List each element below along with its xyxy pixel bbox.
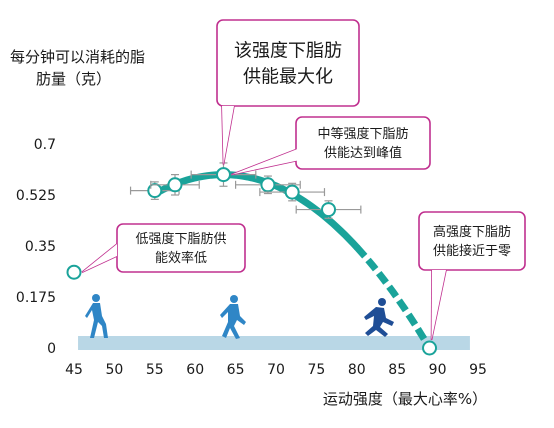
x-tick-label: 90 xyxy=(429,362,447,378)
point-marker xyxy=(284,184,300,200)
x-axis-ticks: 45 50 55 60 65 70 75 80 85 90 95 xyxy=(65,362,487,378)
fat-oxidation-curve xyxy=(151,171,433,350)
callout-box xyxy=(216,19,360,107)
y-tick-label: 0.7 xyxy=(34,137,56,153)
data-point xyxy=(235,175,301,195)
y-tick-label: 0.35 xyxy=(25,239,56,255)
y-axis-title-line1: 每分钟可以消耗的脂 xyxy=(10,48,145,66)
point-marker xyxy=(321,202,337,218)
callouts: 该强度下脂肪供能最大化中等强度下脂肪供能达到峰值低强度下脂肪供能效率低高强度下脂… xyxy=(81,19,526,341)
callout-text: 能效率低 xyxy=(155,250,207,266)
x-tick-label: 60 xyxy=(186,362,204,378)
data-point xyxy=(150,174,200,196)
x-tick-label: 75 xyxy=(307,362,325,378)
point-marker xyxy=(215,167,231,183)
running-person-icon xyxy=(364,298,394,337)
y-axis-title-line2: 肪量（克） xyxy=(36,70,111,88)
point-marker xyxy=(260,177,276,193)
x-tick-label: 65 xyxy=(227,362,245,378)
y-tick-label: 0 xyxy=(47,341,56,357)
endpoint-marker xyxy=(66,264,82,280)
callout-text: 中等强度下脂肪 xyxy=(317,126,408,142)
ground-band xyxy=(78,336,470,350)
callout-pointer-fill xyxy=(431,270,446,340)
callout-text: 低强度下脂肪供 xyxy=(135,231,226,247)
callout-text: 高强度下脂肪 xyxy=(433,224,511,240)
x-tick-label: 80 xyxy=(348,362,366,378)
x-tick-label: 70 xyxy=(267,362,285,378)
callout-pointer-fill xyxy=(82,244,117,273)
callout-text: 供能最大化 xyxy=(243,66,333,87)
x-tick-label: 85 xyxy=(388,362,406,378)
callout-text: 供能接近于零 xyxy=(433,243,511,259)
data-point xyxy=(190,162,257,187)
jogging-person-icon xyxy=(220,295,246,339)
x-axis-title: 运动强度（最大心率%） xyxy=(323,390,487,408)
callout-pointer-fill xyxy=(231,148,300,175)
x-tick-label: 45 xyxy=(65,362,83,378)
callout-pointer-fill xyxy=(222,106,234,165)
point-marker xyxy=(147,183,163,199)
point-marker xyxy=(167,177,183,193)
callout-box xyxy=(418,211,526,271)
walking-person-icon xyxy=(85,294,108,338)
curve-solid-segment xyxy=(151,171,361,251)
x-tick-label: 50 xyxy=(105,362,123,378)
callout-box xyxy=(295,116,431,170)
data-points xyxy=(66,162,438,356)
curve-dashed-segment xyxy=(354,244,433,350)
x-tick-label: 95 xyxy=(469,362,487,378)
endpoint-marker xyxy=(422,340,438,356)
callout-text: 该强度下脂肪 xyxy=(234,40,342,61)
data-point xyxy=(295,200,362,219)
y-tick-label: 0.525 xyxy=(16,188,56,204)
y-tick-label: 0.175 xyxy=(16,290,56,306)
x-tick-label: 55 xyxy=(146,362,164,378)
callout-text: 供能达到峰值 xyxy=(324,145,402,161)
data-point xyxy=(259,182,326,202)
y-axis-ticks: 0 0.175 0.35 0.525 0.7 xyxy=(16,137,56,357)
